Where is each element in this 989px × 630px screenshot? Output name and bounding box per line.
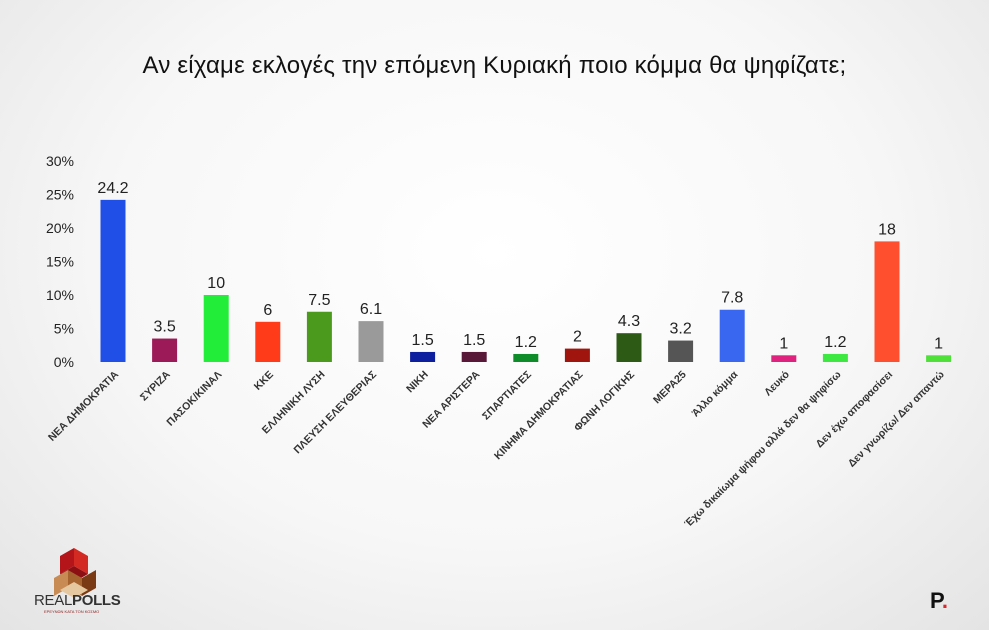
realpolls-tagline: ΕΡΕΥΝΩΝ ΚΑΤΑ ΤΟΝ ΚΟΣΜΟ (44, 609, 100, 614)
bar (668, 340, 694, 362)
y-tick-label: 20% (46, 220, 74, 236)
realpolls-logo-icon (54, 548, 96, 598)
y-tick-label: 15% (46, 254, 74, 270)
bar (306, 311, 332, 362)
bar (822, 353, 848, 362)
category-label: ΜΕΡΑ25 (651, 369, 689, 407)
bar-value-label: 24.2 (97, 180, 128, 197)
bar (255, 321, 281, 362)
y-tick-label: 30% (46, 153, 74, 169)
publisher-logo: P. (930, 588, 948, 613)
y-tick-label: 25% (46, 187, 74, 203)
y-tick-label: 0% (54, 354, 74, 370)
y-axis: 0% 5% 10% 15% 20% 25% 30% (46, 153, 74, 370)
y-tick-label: 10% (46, 287, 74, 303)
category-label: ΝΙΚΗ (404, 369, 431, 396)
bar-value-label: 6 (263, 302, 272, 319)
bar (203, 295, 229, 362)
bar-value-label: 7.5 (308, 292, 330, 309)
bar-value-label: 1.2 (515, 334, 537, 351)
category-label: ΣΠΑΡΤΙΑΤΕΣ (480, 369, 534, 423)
bar-value-label: 2 (573, 329, 582, 346)
bar-value-label: 3.2 (669, 321, 691, 338)
bar-value-label: 1.2 (824, 334, 846, 351)
bar-value-label: 6.1 (360, 301, 382, 318)
bar-value-label: 7.8 (721, 290, 743, 307)
bar (771, 355, 797, 362)
bar (926, 355, 952, 362)
bar (874, 241, 900, 362)
bar-value-label: 1 (934, 335, 943, 352)
category-label: ΣΥΡΙΖΑ (138, 368, 173, 403)
category-label: Λευκό (762, 369, 792, 399)
bar (100, 199, 126, 362)
bar (152, 338, 178, 362)
bar-value-label: 18 (878, 221, 896, 238)
bar-value-label: 3.5 (153, 319, 175, 336)
bar (410, 351, 436, 362)
bar (616, 333, 642, 362)
category-label: Άλλο κόμμα (690, 368, 741, 419)
category-label: Δεν γνωρίζω/ Δεν απαντώ (846, 369, 947, 470)
category-label: ΠΑΣΟΚ/ΚΙΝΑΛ (164, 369, 224, 429)
bar (564, 348, 590, 362)
bar (358, 321, 384, 362)
category-label: ΚΚΕ (252, 369, 276, 393)
bar-value-label: 1 (779, 335, 788, 352)
y-tick-label: 5% (54, 321, 74, 337)
bar-value-label: 10 (207, 275, 225, 292)
bars (100, 199, 952, 362)
bar-value-label: 4.3 (618, 313, 640, 330)
value-labels: 24.2 3.5 10 6 7.5 6.1 1.5 1.5 1.2 2 4.3 3.2 7.8 1 1.2 1… (97, 180, 943, 352)
bar-value-label: 1.5 (463, 332, 485, 349)
category-label: ΚΙΝΗΜΑ ΔΗΜΟΚΡΑΤΙΑΣ (492, 369, 586, 463)
bar (719, 309, 745, 362)
realpolls-wordmark: REALPOLLS (34, 592, 121, 609)
chart-title: Αν είχαμε εκλογές την επόμενη Κυριακή πο… (142, 52, 847, 79)
category-label: ΝΕΑ ΔΗΜΟΚΡΑΤΙΑ (46, 368, 121, 443)
bar (513, 353, 539, 362)
bar-value-label: 1.5 (411, 332, 433, 349)
bar (461, 351, 487, 362)
